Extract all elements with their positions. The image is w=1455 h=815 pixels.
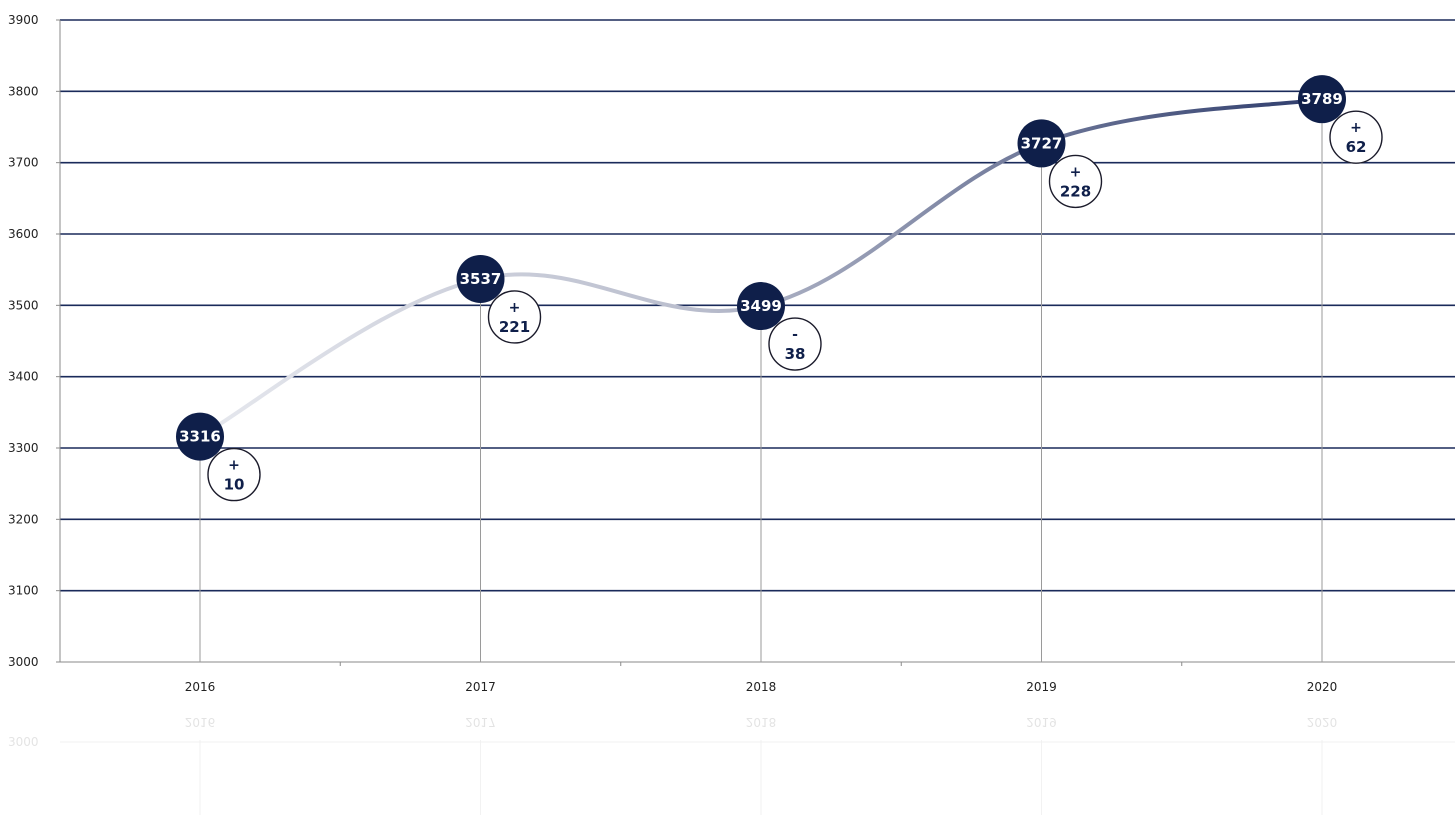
change-sign: + [509,300,521,316]
change-value: 10 [224,476,245,494]
y-tick-label: 3700 [8,156,39,170]
value-label: 3727 [1021,134,1063,152]
y-tick-label: 3600 [8,227,39,241]
value-label: 3316 [179,428,221,446]
value-label: 3499 [740,297,782,315]
y-tick-label: 3500 [8,298,39,312]
data-point: 3789 +62 [1298,75,1383,164]
y-tick-label: 3100 [8,584,39,598]
y-tick-label: 3900 [8,13,39,27]
x-tick-label: 2016 [185,680,216,694]
axes: 3000 3100 3200 3300 3400 3500 3600 3700 3800 3900… [8,13,1455,694]
value-marker [1298,75,1346,124]
y-tick-label: 3000 [8,655,39,669]
y-tick-label: 3200 [8,512,39,526]
reflected-x-label: 2017 [465,715,496,729]
x-tick-label: 2020 [1307,680,1338,694]
change-badge [207,447,261,502]
change-value: 228 [1060,182,1091,200]
value-marker [456,254,505,303]
change-sign: - [792,327,798,343]
reflected-y-label: 3000 [8,735,39,749]
reflection: 2016 2017 2018 2019 2020 3000 [8,715,1455,815]
value-label: 3789 [1301,90,1343,108]
change-badge [1329,110,1383,164]
y-tick-label: 3800 [8,84,39,98]
value-marker [1017,119,1066,168]
data-point: 3727 +228 [1017,119,1103,209]
y-tick-label: 3300 [8,441,39,455]
x-tick-label: 2017 [465,680,496,694]
reflected-x-label: 2016 [185,715,216,729]
drop-lines [199,99,1323,662]
reflected-x-label: 2019 [1026,715,1057,729]
change-value: 221 [499,318,530,336]
change-sign: + [1350,120,1362,136]
value-marker [737,282,785,331]
reflected-x-label: 2020 [1307,715,1338,729]
data-point: 3499- 38 [737,282,822,371]
change-value: 62 [1346,138,1367,156]
data-point: 3316 +10 [176,412,261,502]
change-value: 38 [785,345,806,363]
change-sign: + [228,458,240,474]
y-tick-label: 3400 [8,370,39,384]
change-badge [768,317,822,371]
value-label: 3537 [460,270,502,288]
x-tick-label: 2018 [746,680,777,694]
value-marker [176,412,224,461]
reflected-x-label: 2018 [746,715,777,729]
change-badge [487,290,542,344]
change-sign: + [1070,164,1082,180]
x-tick-label: 2019 [1026,680,1057,694]
markers: 3316 +10 3537 +221 3499- 38 3727 +228 3789 +62 [176,75,1383,502]
change-badge [1048,154,1103,209]
data-point: 3537 +221 [456,254,542,344]
